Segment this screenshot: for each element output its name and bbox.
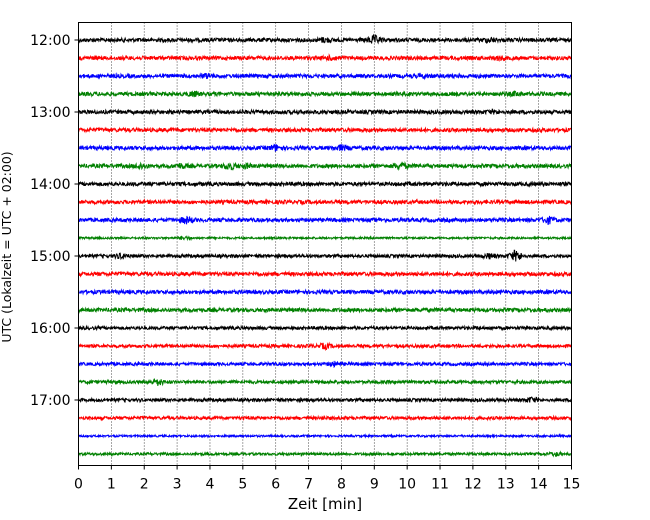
trace-1430 <box>78 215 572 225</box>
y-tick-label: 13:00 <box>30 105 70 121</box>
y-tick-label: 14:00 <box>30 177 70 193</box>
x-tick-label: 9 <box>370 477 379 493</box>
trace-1400 <box>78 180 572 188</box>
trace-1215 <box>78 53 572 62</box>
trace-1700 <box>78 396 572 404</box>
y-axis-ticks: 12:00 13:00 14:00 15:00 16:00 17:00 <box>30 33 79 409</box>
trace-1415 <box>78 198 572 206</box>
trace-1600 <box>78 324 572 332</box>
trace-1445 <box>78 235 572 242</box>
x-axis-ticks: 0 1 2 3 4 5 6 7 8 9 10 11 12 13 14 15 <box>74 465 581 493</box>
x-tick-label: 1 <box>107 477 116 493</box>
trace-1500 <box>78 249 572 262</box>
plot-frame <box>78 22 572 466</box>
trace-1315 <box>78 126 572 134</box>
y-tick-label: 16:00 <box>30 321 70 337</box>
trace-1630 <box>78 360 572 369</box>
trace-1530 <box>78 288 572 296</box>
trace-1230 <box>78 72 572 81</box>
trace-1345 <box>78 160 572 171</box>
x-axis-label: Zeit [min] <box>288 495 362 513</box>
trace-1715 <box>78 414 572 422</box>
trace-1330 <box>78 143 572 152</box>
trace-1615 <box>78 341 572 352</box>
trace-1515 <box>78 270 572 278</box>
trace-1745 <box>78 450 572 458</box>
x-tick-label: 15 <box>563 477 581 493</box>
x-tick-label: 6 <box>271 477 280 493</box>
x-tick-label: 3 <box>173 477 182 493</box>
y-axis-label: UTC (Lokalzeit = UTC + 02:00) <box>0 151 14 342</box>
x-tick-label: 4 <box>206 477 215 493</box>
trace-1300 <box>78 108 572 116</box>
x-tick-label: 0 <box>74 477 83 493</box>
traces <box>78 33 572 458</box>
y-tick-label: 17:00 <box>30 393 70 409</box>
trace-1645 <box>78 378 572 387</box>
x-tick-label: 5 <box>238 477 247 493</box>
x-tick-label: 2 <box>140 477 149 493</box>
x-tick-label: 7 <box>304 477 313 493</box>
x-tick-label: 13 <box>497 477 515 493</box>
trace-1245 <box>78 90 572 98</box>
x-tick-label: 12 <box>464 477 482 493</box>
x-grid <box>111 22 539 466</box>
y-tick-label: 15:00 <box>30 249 70 265</box>
x-tick-label: 14 <box>530 477 548 493</box>
x-tick-label: 10 <box>398 477 416 493</box>
trace-1200 <box>78 33 572 45</box>
x-tick-label: 11 <box>431 477 449 493</box>
x-tick-label: 8 <box>337 477 346 493</box>
trace-1545 <box>78 306 572 314</box>
y-tick-label: 12:00 <box>30 33 70 49</box>
trace-1730 <box>78 433 572 439</box>
